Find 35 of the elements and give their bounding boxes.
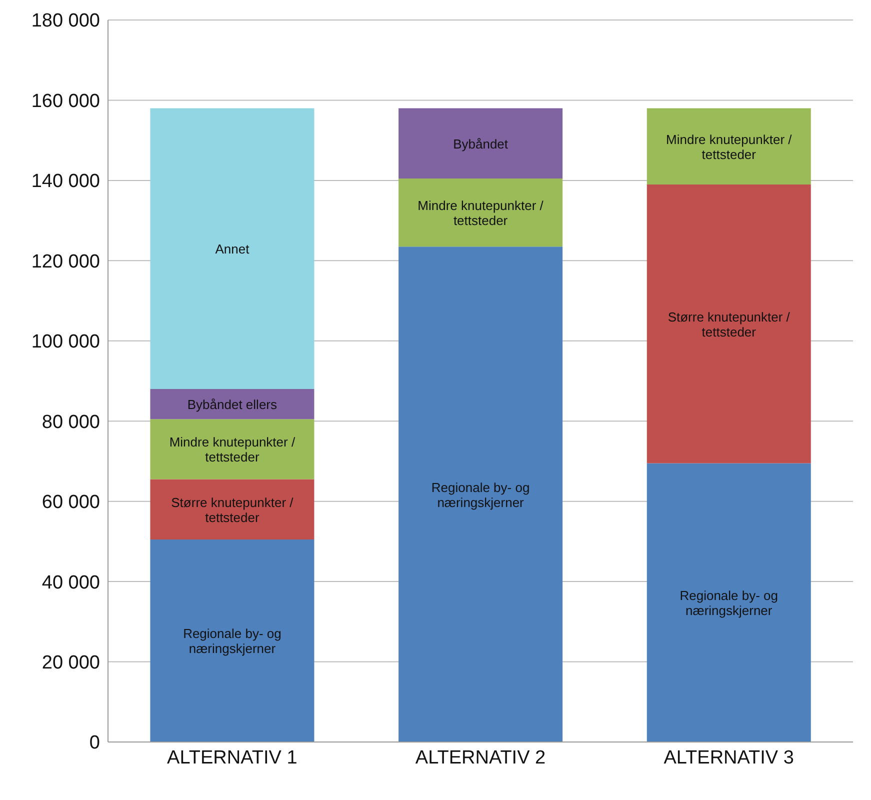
- text: Større knutepunkter / tettsteder: [668, 308, 790, 339]
- y-tick-label: 140 000: [31, 171, 100, 192]
- bar: [398, 178, 563, 247]
- y-tick-label: 180 000: [31, 10, 100, 32]
- series-label: Større knutepunkter / tettsteder: [171, 494, 294, 524]
- bar: [398, 108, 563, 178]
- series-label: Mindre knutepunkter / tettsteder: [169, 434, 296, 464]
- bar: [150, 108, 314, 390]
- text: Regionale by- og næringskjerner: [183, 626, 282, 656]
- bar: [150, 419, 314, 480]
- series-label: Bybåndet ellers: [187, 396, 278, 412]
- y-tick-label: 80 000: [42, 412, 100, 433]
- text: Mindre knutepunkter / tettsteder: [418, 198, 544, 228]
- text: Mindre knutepunkter / tettsteder: [666, 131, 792, 162]
- bar: [150, 539, 314, 742]
- bar: [646, 108, 811, 184]
- bar: [646, 184, 811, 464]
- y-tick-label: 160 000: [31, 90, 100, 112]
- x-tick-label: ALTERNATIV 3: [664, 747, 794, 768]
- x-tick-label: ALTERNATIV 1: [167, 747, 298, 768]
- y-tick-label: 40 000: [42, 572, 100, 594]
- x-tick-label: ALTERNATIV 2: [415, 747, 546, 768]
- series-label: Regionale by- og næringskjerner: [431, 479, 530, 510]
- y-tick-label: 120 000: [31, 251, 100, 272]
- bar: [398, 246, 563, 742]
- series-label: Annet: [215, 241, 250, 256]
- y-tick-label: 0: [89, 732, 100, 754]
- y-tick-label: 20 000: [42, 652, 100, 674]
- y-tick-label: 100 000: [31, 332, 100, 353]
- y-tick-label: 60 000: [42, 492, 100, 514]
- series-label: Bybåndet: [453, 136, 508, 151]
- bar: [646, 463, 811, 742]
- bar: [150, 389, 314, 420]
- bar: [150, 479, 314, 540]
- text: Regionale by- og næringskjerner: [680, 588, 778, 618]
